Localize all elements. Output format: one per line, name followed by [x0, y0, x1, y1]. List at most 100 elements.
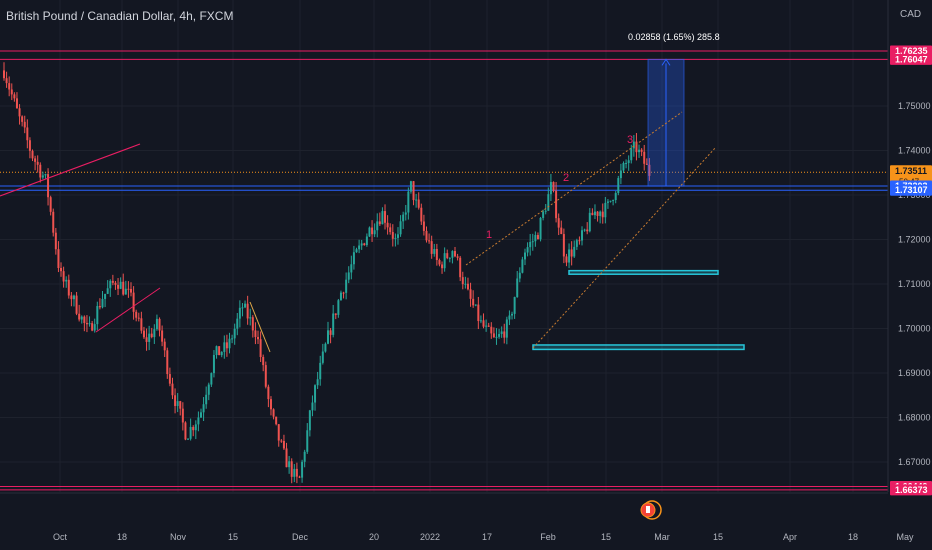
candle-body: [381, 211, 384, 225]
price-axis[interactable]: 1.67000 1.68000 1.69000 1.70000 1.71000 1.720…: [887, 0, 932, 550]
candle: [469, 282, 472, 307]
price-label: 1.76047: [895, 54, 928, 64]
candle: [295, 462, 298, 484]
candle: [96, 301, 99, 331]
candle-body: [36, 161, 39, 165]
candle: [176, 393, 179, 413]
candle-body: [384, 211, 387, 223]
candle-body: [181, 408, 184, 423]
candle-body: [41, 175, 44, 178]
candle: [466, 277, 469, 291]
candle-body: [417, 199, 420, 208]
time-tick: 17: [482, 532, 492, 542]
candle-body: [508, 315, 511, 320]
time-tick: Apr: [783, 532, 797, 542]
candle-body: [552, 182, 555, 191]
candle-body: [205, 394, 208, 405]
candle: [389, 223, 392, 235]
candle-body: [329, 330, 332, 335]
candle: [308, 409, 311, 437]
candle: [246, 295, 249, 325]
candle: [179, 400, 182, 416]
time-tick: May: [896, 532, 914, 542]
candle-body: [249, 317, 252, 319]
candle: [350, 255, 353, 280]
candle-body: [194, 424, 197, 431]
candle-body: [378, 221, 381, 225]
candle-body: [236, 318, 239, 329]
candle-body: [132, 292, 135, 312]
candle-body: [365, 236, 368, 246]
candle-body: [376, 221, 379, 231]
candle-body: [96, 306, 99, 325]
zone-2: [532, 344, 745, 351]
candle: [516, 271, 519, 298]
candle: [225, 334, 228, 357]
candle: [101, 290, 104, 309]
support-zones[interactable]: [532, 269, 745, 351]
price-tick: 1.69000: [898, 368, 931, 378]
candle: [174, 388, 177, 414]
candle: [479, 315, 482, 324]
candle: [544, 203, 547, 215]
candle: [428, 233, 431, 244]
candle: [526, 242, 529, 257]
candle-body: [622, 163, 625, 171]
candle-body: [477, 304, 480, 322]
measure-arrow-head: [661, 58, 671, 66]
time-axis[interactable]: Oct 18 Nov 15 Dec 20 2022 17 Feb 15 Mar 15 Apr 18 May: [0, 492, 914, 542]
candle: [161, 325, 164, 347]
earnings-event-icon[interactable]: [640, 500, 662, 520]
candle: [355, 247, 358, 253]
candle: [163, 338, 166, 358]
candle: [578, 236, 581, 245]
horizontal-levels[interactable]: [0, 50, 888, 491]
channel-lower: [532, 146, 717, 349]
drawing-tools[interactable]: 1 2 3: [0, 58, 717, 353]
candle-body: [601, 211, 604, 218]
candle-body: [539, 217, 542, 240]
price-tick: 1.71000: [898, 279, 931, 289]
candle: [596, 211, 599, 222]
candle-body: [433, 248, 436, 254]
candle-body: [513, 297, 516, 314]
candle-body: [267, 386, 270, 400]
candle-body: [192, 426, 195, 431]
candle: [593, 204, 596, 220]
candle: [373, 223, 376, 238]
candle-body: [166, 350, 169, 375]
candle-body: [210, 373, 213, 385]
candle: [518, 267, 521, 283]
candle-body: [298, 476, 301, 478]
time-tick: 2022: [420, 532, 440, 542]
candle-body: [412, 181, 415, 201]
candle-body: [8, 83, 11, 90]
candle-body: [148, 333, 151, 342]
candle: [435, 243, 438, 266]
price-tick: 1.74000: [898, 146, 931, 156]
candle-body: [386, 222, 389, 228]
candle-body: [415, 199, 418, 201]
price-tick: 1.75000: [898, 101, 931, 111]
candle: [244, 300, 247, 309]
candle-body: [428, 240, 431, 242]
symbol-title[interactable]: British Pound / Canadian Dollar, 4h, FXC…: [6, 9, 234, 23]
candle-body: [114, 282, 117, 285]
candle-body: [220, 351, 223, 356]
candle-body: [565, 256, 568, 263]
candle: [306, 423, 309, 454]
price-label: 1.76235: [895, 46, 928, 56]
candle-body: [625, 163, 628, 165]
candle-body: [150, 333, 153, 338]
currency-unit[interactable]: CAD: [900, 9, 922, 20]
candle-body: [466, 283, 469, 290]
candle-body: [459, 257, 462, 278]
candle: [290, 458, 293, 484]
candle: [523, 248, 526, 266]
candle-body: [542, 211, 545, 218]
event-flag-icon: [646, 506, 650, 513]
candle: [189, 418, 192, 441]
candle: [272, 408, 275, 420]
candle: [495, 328, 498, 345]
